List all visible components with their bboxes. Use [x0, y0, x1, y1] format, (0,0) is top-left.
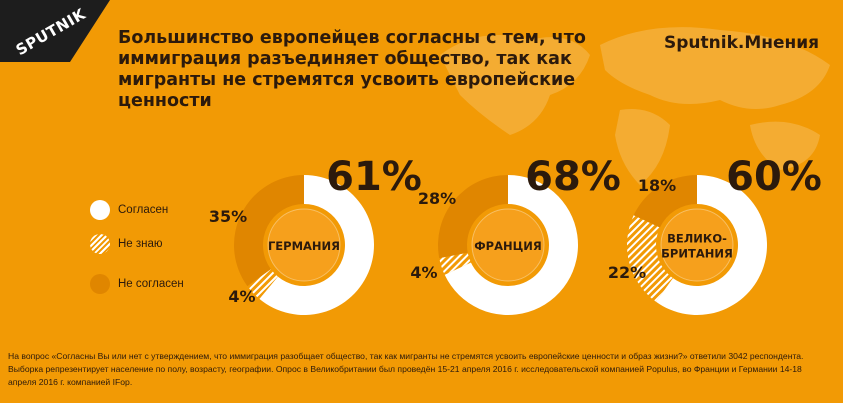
slice-disagree [633, 175, 697, 228]
slice-agree [259, 175, 375, 315]
slice-dont-know [439, 252, 471, 275]
label-disagree: 35% [209, 207, 247, 226]
legend-marker-dont-know [90, 234, 110, 254]
slice-dont-know [247, 269, 278, 299]
legend-item-dont-know: Не знаю [90, 233, 163, 255]
country-label: ВЕЛИКО- [667, 232, 727, 246]
world-map-background [440, 27, 830, 185]
brand-label: Sputnik.Мнения [664, 33, 820, 53]
slice-agree [655, 175, 768, 315]
country-label: ФРАНЦИЯ [474, 239, 542, 253]
legend-label: Согласен [118, 204, 169, 216]
legend-marker-disagree [90, 274, 110, 294]
slice-disagree [438, 175, 508, 259]
country-label: БРИТАНИЯ [661, 247, 733, 261]
slice-disagree [234, 175, 304, 287]
country-label: ГЕРМАНИЯ [268, 239, 340, 253]
label-agree: 61% [326, 154, 422, 200]
sputnik-logo[interactable]: SPUTNIK [0, 0, 110, 62]
footnote: На вопрос «Согласны Вы или нет с утвержд… [8, 351, 804, 387]
center-disc [471, 208, 545, 282]
label-agree: 68% [525, 154, 621, 200]
logo-badge-icon [0, 0, 110, 62]
center-disc [660, 208, 734, 282]
legend-marker-agree [90, 200, 110, 220]
page-title: Большинство европейцев согласны с тем, ч… [118, 28, 586, 111]
label-disagree: 18% [638, 176, 676, 195]
legend-item-disagree: Не согласен [90, 273, 184, 295]
label-dont-know: 4% [410, 263, 437, 282]
legend-label: Не согласен [118, 278, 184, 290]
label-dont-know: 4% [228, 287, 255, 306]
label-dont-know: 22% [608, 263, 646, 282]
slice-agree [444, 175, 578, 315]
center-disc [267, 208, 341, 282]
legend-label: Не знаю [118, 238, 163, 250]
legend-item-agree: Согласен [90, 199, 168, 221]
slice-dont-know [626, 215, 673, 302]
label-disagree: 28% [418, 189, 456, 208]
label-agree: 60% [726, 154, 822, 200]
